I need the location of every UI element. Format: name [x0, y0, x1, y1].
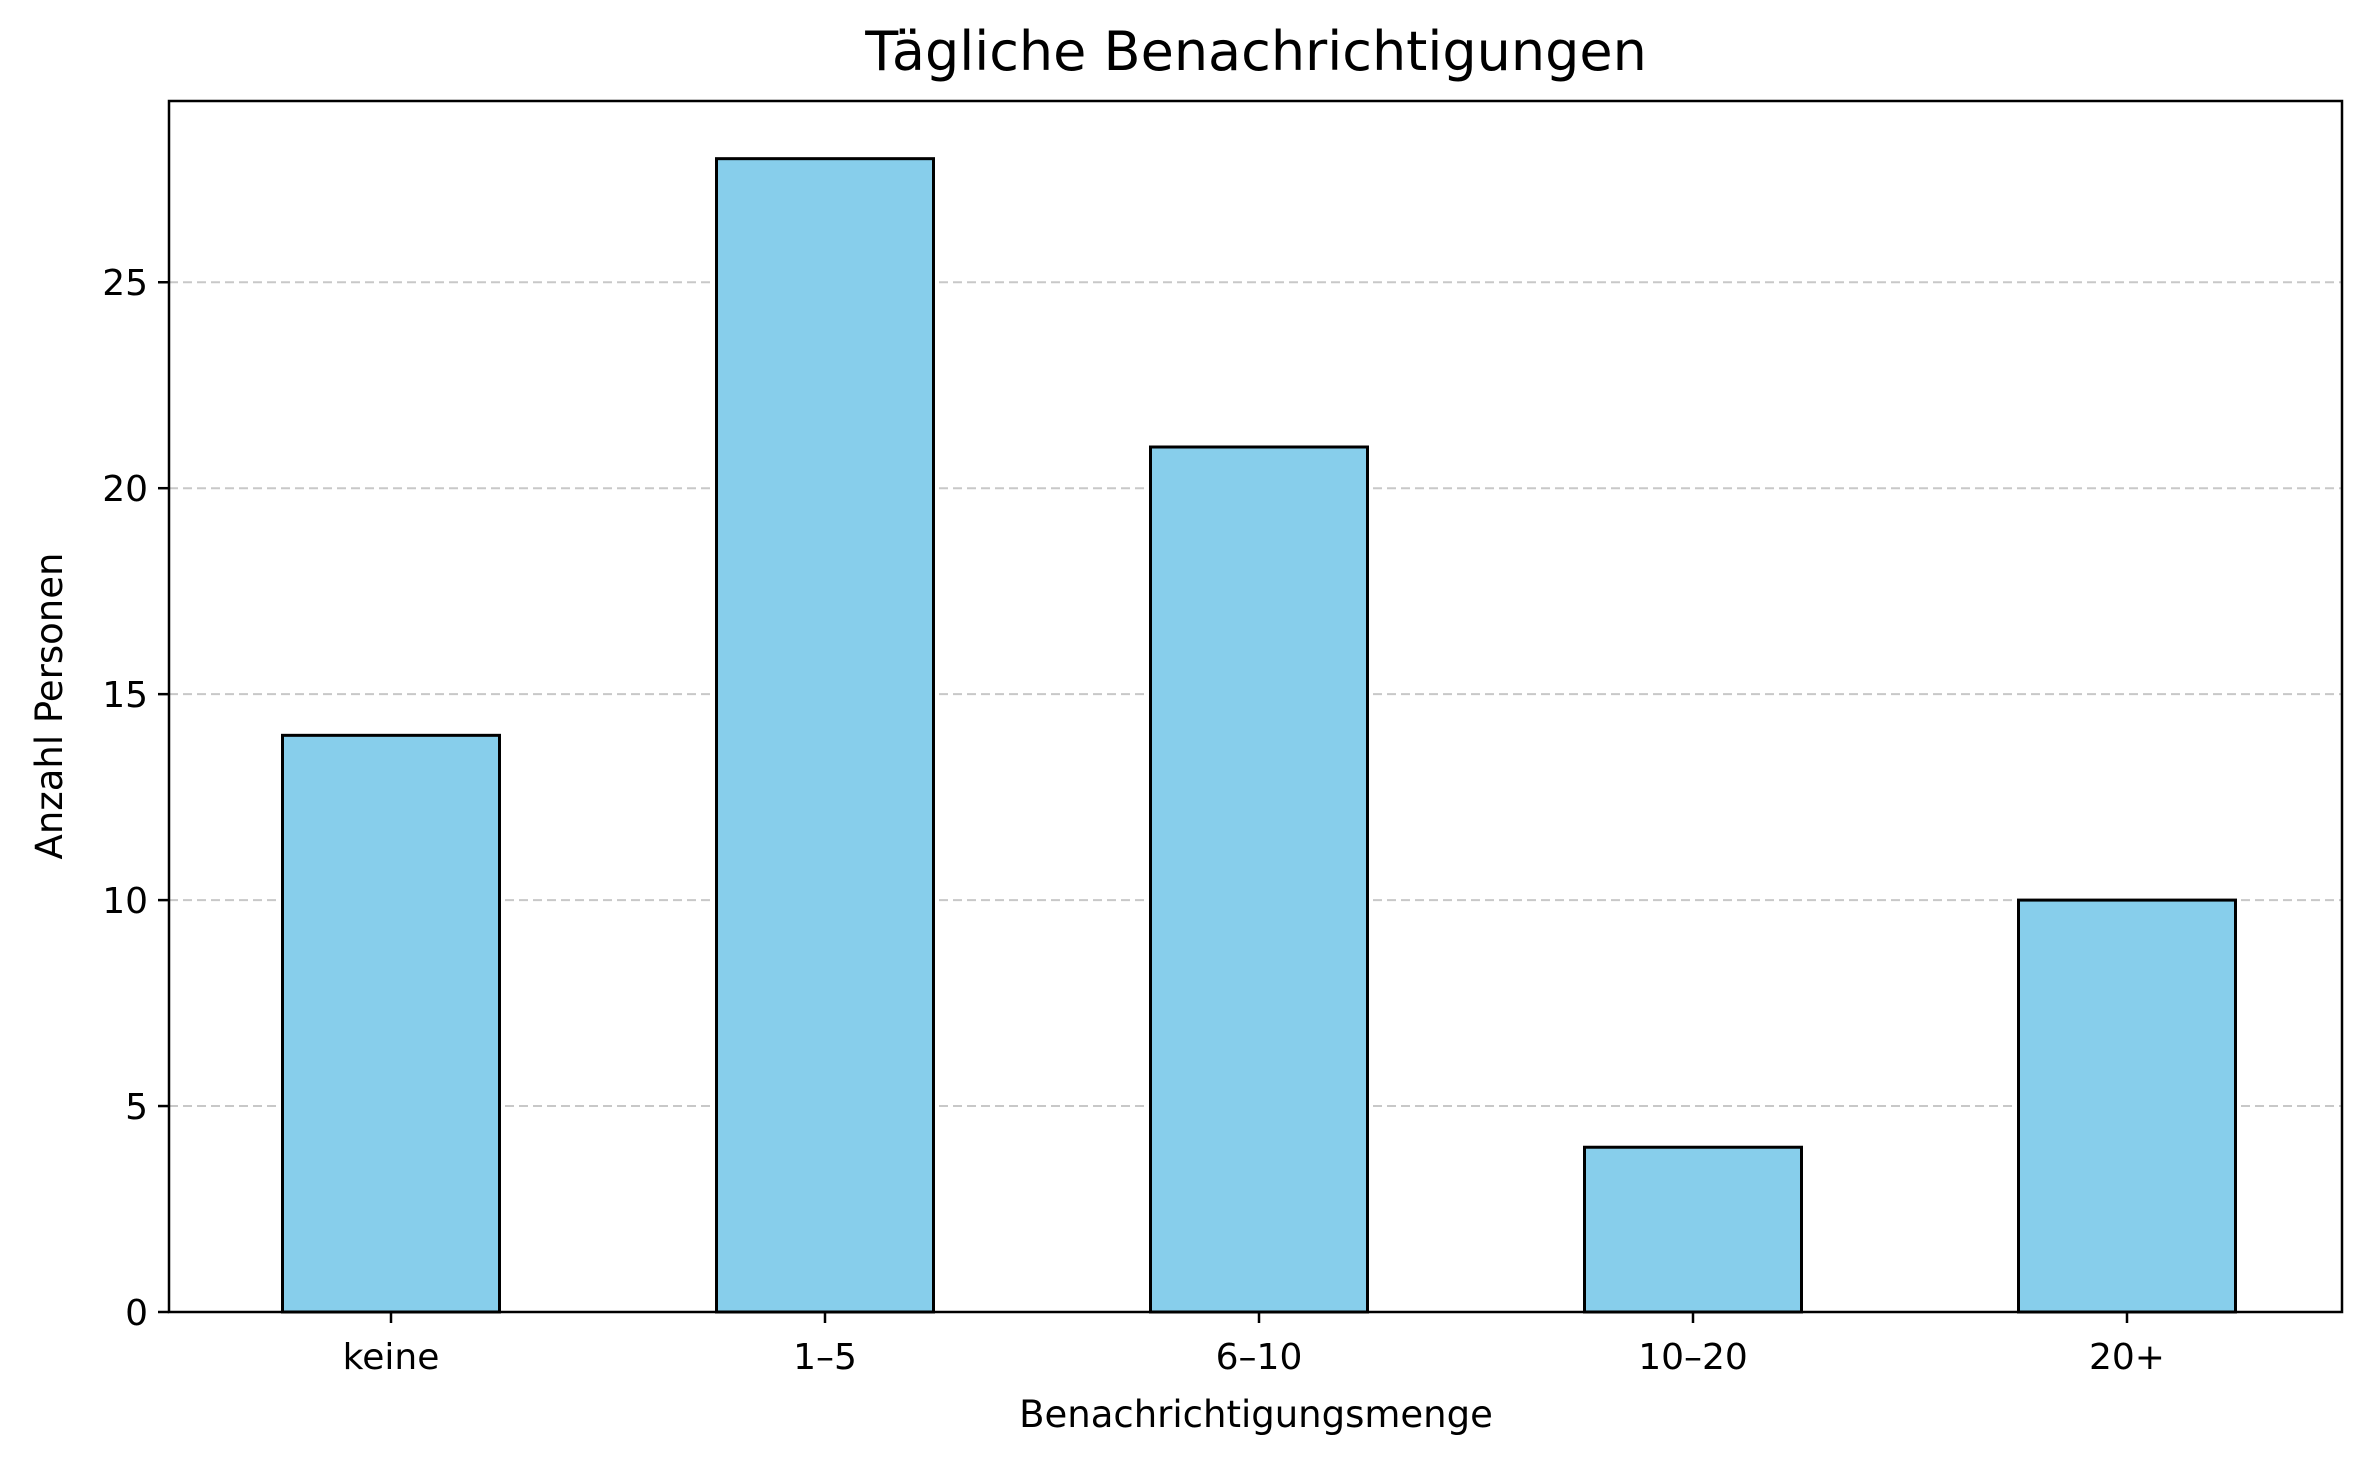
x-tick-label: keine — [343, 1337, 440, 1378]
y-tick-label: 15 — [102, 675, 148, 716]
y-axis-label: Anzahl Personen — [28, 553, 71, 860]
y-tick-label: 10 — [102, 881, 148, 922]
bars — [281, 157, 2237, 1314]
y-tick-label: 25 — [102, 263, 148, 304]
x-axis-ticks: keine 1–5 6–10 10–20 20+ — [343, 1312, 2165, 1378]
bar-2 — [1149, 445, 1369, 1314]
y-tick-label: 20 — [102, 469, 148, 510]
bar-1 — [715, 157, 935, 1314]
x-tick-label: 6–10 — [1216, 1337, 1303, 1378]
plot-frame — [167, 99, 2344, 1314]
y-axis-ticks: 0 5 10 15 20 25 — [102, 263, 169, 1334]
bar-0 — [281, 733, 501, 1314]
chart-title: Tägliche Benachrichtigungen — [864, 20, 1647, 83]
x-tick-label: 1–5 — [793, 1337, 857, 1378]
y-tick-label: 0 — [125, 1293, 148, 1334]
bar-4 — [2017, 898, 2237, 1314]
x-tick-label: 20+ — [2089, 1337, 2165, 1378]
y-tick-label: 5 — [125, 1087, 148, 1128]
x-axis-label: Benachrichtigungsmenge — [1019, 1393, 1493, 1436]
bar-3 — [1583, 1145, 1803, 1314]
x-tick-label: 10–20 — [1638, 1337, 1748, 1378]
